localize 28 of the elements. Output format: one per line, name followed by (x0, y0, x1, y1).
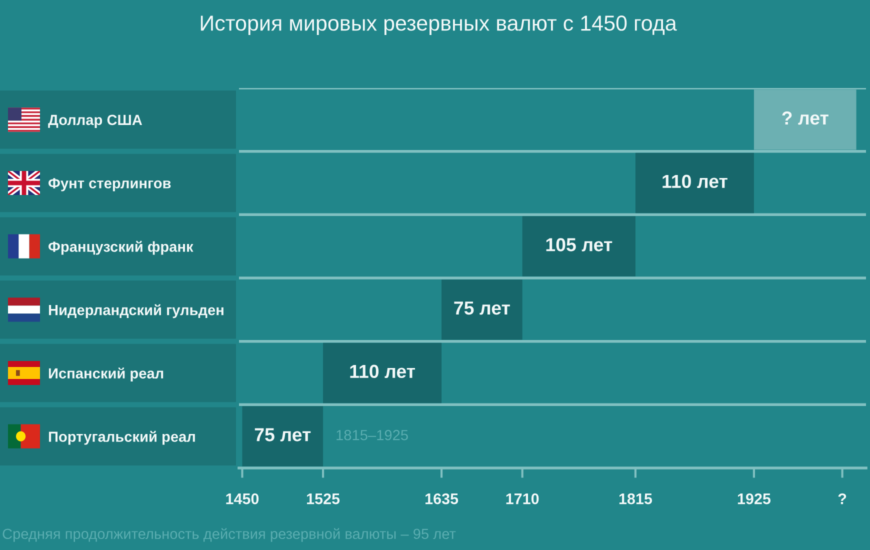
data-label: 110 лет (350, 364, 415, 378)
data-label: 110 лет (662, 174, 728, 188)
bar (754, 90, 856, 150)
y-tick-label: Фунт стерлингов (48, 178, 171, 192)
bar (242, 406, 324, 466)
chart-title: История мировых резервных валют с 1450 года (200, 16, 677, 36)
x-tick-label: 1450 (226, 493, 259, 504)
data-label: 75 лет (254, 428, 311, 442)
x-tick-label: 1635 (426, 493, 458, 504)
bar (522, 216, 636, 276)
y-tick-label: Португальский реал (48, 430, 195, 445)
x-tick-label: ? (838, 493, 846, 504)
x-tick-label: 1525 (307, 493, 340, 504)
y-tick-label: Нидерландский гульден (48, 304, 224, 318)
x-tick-label: 1815 (619, 493, 652, 504)
y-tick-label: Испанский реал (48, 368, 164, 382)
bar (635, 152, 754, 214)
x-tick-label: 1925 (738, 493, 771, 504)
bar (442, 280, 522, 340)
data-label: ? лет (782, 111, 828, 125)
data-label: 75 лет (454, 302, 510, 315)
annotation: 1815–1925 (336, 430, 408, 440)
y-tick-label: Доллар США (48, 114, 142, 128)
text: Средняя продолжительность действия резервной валюты – 95 лет (2, 528, 456, 542)
data-label: 105 лет (546, 238, 612, 252)
y-tick-label: Французский франк (48, 240, 194, 255)
x-tick-label: 1710 (506, 493, 539, 504)
bar (323, 342, 442, 404)
